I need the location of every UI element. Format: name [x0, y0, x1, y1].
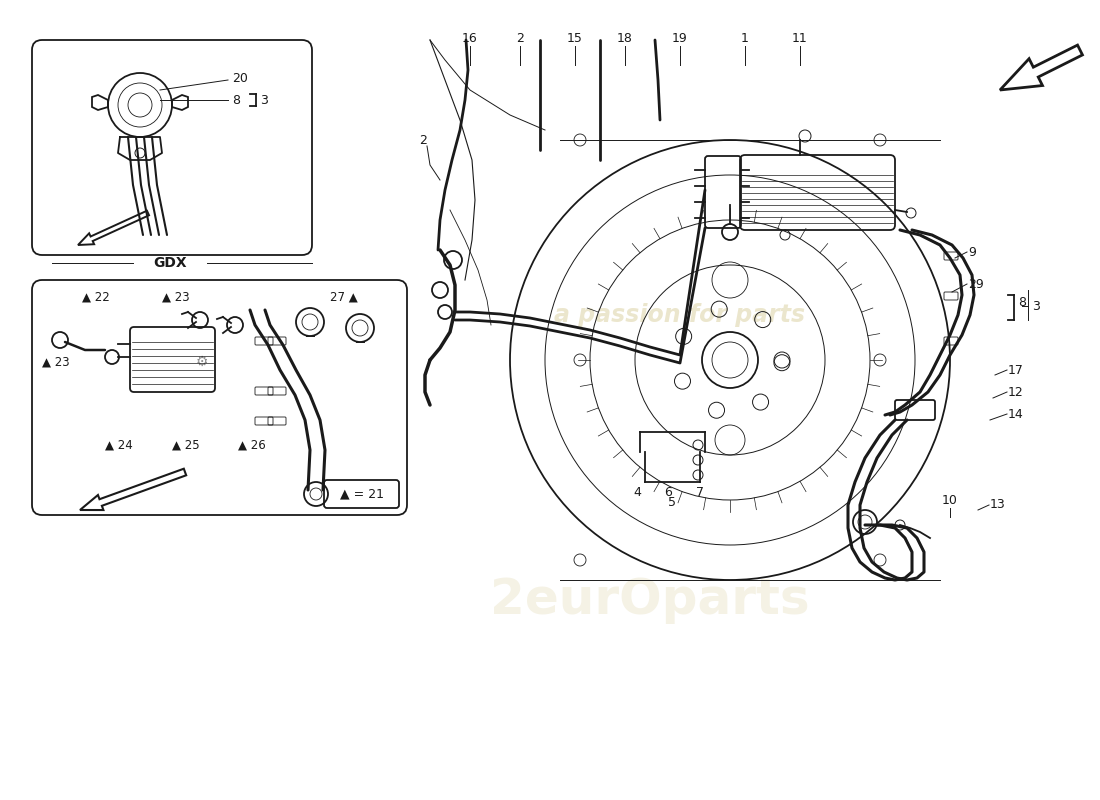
Text: 11: 11: [792, 31, 807, 45]
Text: ⚙: ⚙: [196, 355, 208, 369]
Text: 15: 15: [568, 31, 583, 45]
Text: 16: 16: [462, 31, 477, 45]
Text: 17: 17: [1008, 363, 1024, 377]
Text: 13: 13: [990, 498, 1005, 511]
Text: ▲ 23: ▲ 23: [42, 355, 69, 369]
Text: 20: 20: [232, 71, 248, 85]
Text: 29: 29: [968, 278, 983, 290]
Text: 8: 8: [1018, 297, 1026, 310]
Text: ▲ 26: ▲ 26: [238, 438, 266, 451]
Text: 3: 3: [260, 94, 268, 106]
Text: 5: 5: [668, 495, 676, 509]
Text: ▲ 23: ▲ 23: [162, 290, 189, 303]
Text: ▲ 22: ▲ 22: [82, 290, 110, 303]
Text: 3: 3: [1032, 299, 1040, 313]
Text: 12: 12: [1008, 386, 1024, 398]
Text: GDX: GDX: [153, 256, 187, 270]
Text: ▲ = 21: ▲ = 21: [340, 487, 384, 501]
Text: 14: 14: [1008, 407, 1024, 421]
Text: 19: 19: [672, 31, 688, 45]
Text: 27 ▲: 27 ▲: [330, 290, 358, 303]
Text: a passion for parts: a passion for parts: [554, 303, 805, 327]
Text: 9: 9: [968, 246, 976, 258]
Text: 18: 18: [617, 31, 632, 45]
Text: 2: 2: [516, 31, 524, 45]
Text: ▲ 25: ▲ 25: [172, 438, 199, 451]
Text: 6: 6: [664, 486, 672, 498]
Text: 2: 2: [419, 134, 427, 146]
Polygon shape: [118, 137, 162, 160]
Text: 10: 10: [942, 494, 958, 506]
Text: ▲ 24: ▲ 24: [104, 438, 133, 451]
Text: 2eurOparts: 2eurOparts: [491, 576, 810, 624]
Text: 8: 8: [232, 94, 240, 106]
Text: 1: 1: [741, 31, 749, 45]
Text: 4: 4: [634, 486, 641, 498]
Text: 7: 7: [696, 486, 704, 498]
